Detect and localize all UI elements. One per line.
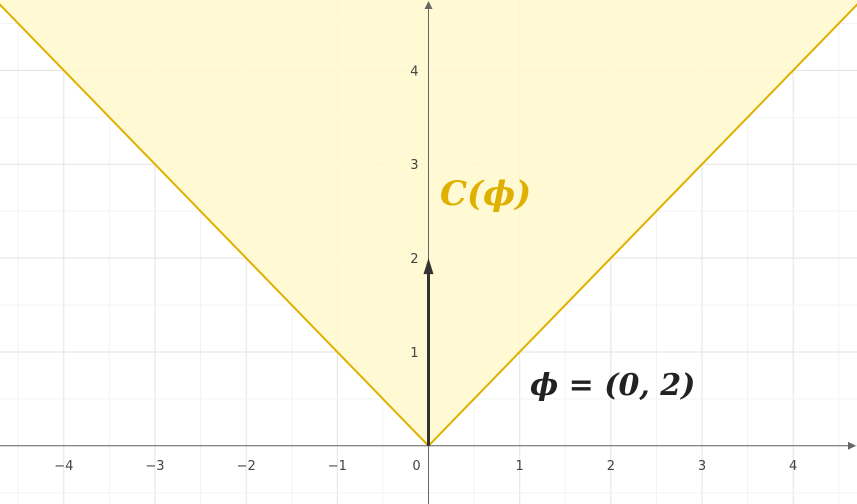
y-axis-arrowhead [424, 1, 433, 9]
y-tick-label: 1 [410, 346, 418, 361]
cone-right-boundary [427, 3, 857, 447]
x-tick-label: 3 [698, 459, 706, 474]
x-tick-label: 0 [412, 459, 420, 474]
x-tick-label: 4 [789, 459, 797, 474]
x-tick-label: −1 [328, 459, 347, 474]
x-tick-label: 2 [607, 459, 615, 474]
cone-label: C(ϕ) [440, 174, 531, 214]
vector-phi-arrowhead [423, 258, 434, 275]
x-tick-label: 1 [516, 459, 524, 474]
y-tick-label: 3 [410, 158, 418, 173]
x-axis-arrowhead [848, 441, 856, 450]
y-tick-labels: 1 2 3 4 [410, 64, 418, 361]
y-tick-label: 4 [410, 64, 418, 79]
vector-label: ϕ = (0, 2) [530, 368, 695, 403]
x-tick-label: −2 [237, 459, 256, 474]
x-tick-label: −3 [145, 459, 164, 474]
x-tick-labels: −4 −3 −2 −1 0 1 2 3 4 [54, 459, 797, 474]
x-tick-label: −4 [54, 459, 73, 474]
y-tick-label: 2 [410, 252, 418, 267]
cone-left-boundary [0, 3, 430, 447]
